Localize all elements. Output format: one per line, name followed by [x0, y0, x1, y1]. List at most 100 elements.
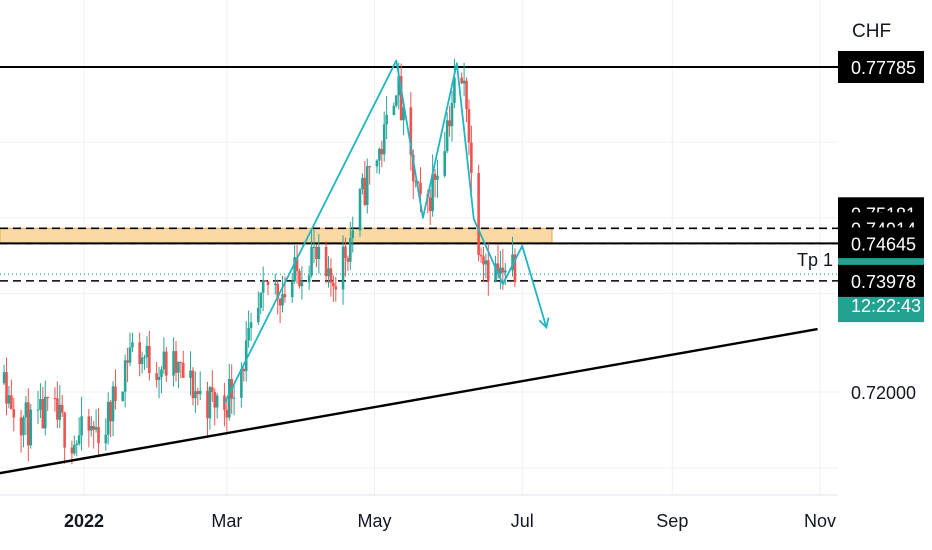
chart-grid: [0, 0, 838, 496]
candle-body: [499, 267, 502, 275]
candle-body: [317, 246, 321, 260]
supply-zone[interactable]: [0, 227, 553, 244]
candle-body: [460, 77, 463, 84]
candle-body: [242, 369, 246, 372]
candle-body: [482, 256, 485, 265]
candle-body: [63, 412, 66, 448]
candle-body: [43, 396, 47, 429]
candle-body: [484, 260, 488, 265]
y-tick-label: 0.72000: [851, 383, 916, 403]
candle-body: [479, 254, 483, 257]
candle-body: [419, 182, 422, 194]
candle-body: [397, 76, 401, 96]
candle-body: [283, 294, 287, 298]
candle-body: [111, 386, 115, 422]
candle-body: [12, 409, 16, 418]
candle-body: [358, 189, 362, 231]
supply-zone-rect[interactable]: [0, 227, 553, 244]
candle-body: [431, 173, 434, 212]
candle-body: [157, 376, 161, 381]
candle-body: [465, 80, 468, 110]
candle-body: [334, 286, 338, 290]
candle-body: [160, 369, 163, 377]
candle-body: [7, 395, 11, 404]
candle-body: [70, 447, 74, 454]
x-tick-label: 2022: [64, 511, 104, 531]
candle-body: [194, 391, 197, 399]
candle-body: [227, 379, 231, 418]
candle-body: [467, 109, 471, 143]
candle-body: [470, 142, 473, 173]
candle-body: [341, 246, 345, 290]
candle-body: [312, 246, 316, 248]
candle-body: [266, 281, 270, 285]
currency-label: CHF: [852, 21, 891, 42]
candle-body: [443, 151, 447, 176]
candle-body: [126, 360, 129, 363]
candle-body: [75, 443, 79, 445]
candle-body: [375, 160, 379, 167]
candle-body: [60, 404, 64, 413]
x-tick-label: Jul: [511, 511, 534, 531]
candle-body: [503, 270, 507, 273]
candle-body: [87, 416, 91, 431]
candle-body: [462, 80, 466, 84]
candle-body: [247, 327, 250, 341]
x-tick-label: Nov: [804, 511, 836, 531]
candle-body: [295, 257, 299, 272]
trend-line[interactable]: [0, 327, 818, 476]
candle-body: [411, 154, 415, 182]
candle-body: [409, 107, 413, 155]
price-axis[interactable]: CHF 0.720000.777850.751810.749140.746450…: [838, 21, 924, 403]
candle-body: [41, 399, 45, 429]
x-tick-label: Mar: [211, 511, 242, 531]
candle-body: [46, 396, 49, 399]
candle-body: [315, 246, 318, 260]
candle-body: [58, 404, 62, 420]
candle-body: [273, 283, 277, 285]
zigzag-projection-path[interactable]: [223, 59, 548, 404]
candle-body: [346, 258, 350, 262]
candle-body: [27, 402, 30, 446]
candle-body: [106, 401, 110, 435]
candle-body: [162, 351, 166, 370]
candle-body: [22, 417, 25, 436]
candle-body: [94, 427, 98, 430]
candle-body: [496, 263, 500, 275]
candle-body: [436, 175, 439, 180]
candle-body: [445, 120, 449, 152]
candle-body: [97, 427, 100, 444]
candle-body: [19, 417, 23, 436]
target-label: Tp 1: [797, 250, 833, 270]
candle-body: [121, 391, 125, 401]
x-tick-label: Sep: [656, 511, 688, 531]
candle-body: [363, 177, 367, 205]
candle-body: [361, 177, 364, 190]
candle-body: [73, 444, 76, 454]
candle-body: [123, 360, 127, 392]
candle-body: [89, 426, 93, 431]
candle-body: [380, 148, 384, 155]
candle-body: [198, 390, 202, 394]
candle-body: [244, 340, 248, 372]
candle-body: [349, 237, 352, 262]
candle-body: [177, 361, 180, 373]
candle-body: [39, 399, 42, 410]
candle-body: [2, 372, 6, 384]
candle-body: [392, 105, 396, 115]
candle-body: [80, 416, 83, 436]
candle-body: [428, 197, 432, 212]
candle-body: [145, 346, 149, 358]
candle-body: [494, 263, 497, 281]
candle-body: [293, 257, 296, 282]
candle-body: [278, 298, 282, 306]
drawing-tools[interactable]: [0, 59, 818, 477]
candle-body: [196, 391, 200, 394]
candle-body: [290, 281, 294, 298]
candle-body: [109, 401, 112, 422]
candle-body: [36, 409, 40, 411]
candle-body: [332, 282, 335, 287]
horizontal-levels[interactable]: Tp 1: [0, 66, 838, 282]
candle-body: [399, 76, 403, 121]
